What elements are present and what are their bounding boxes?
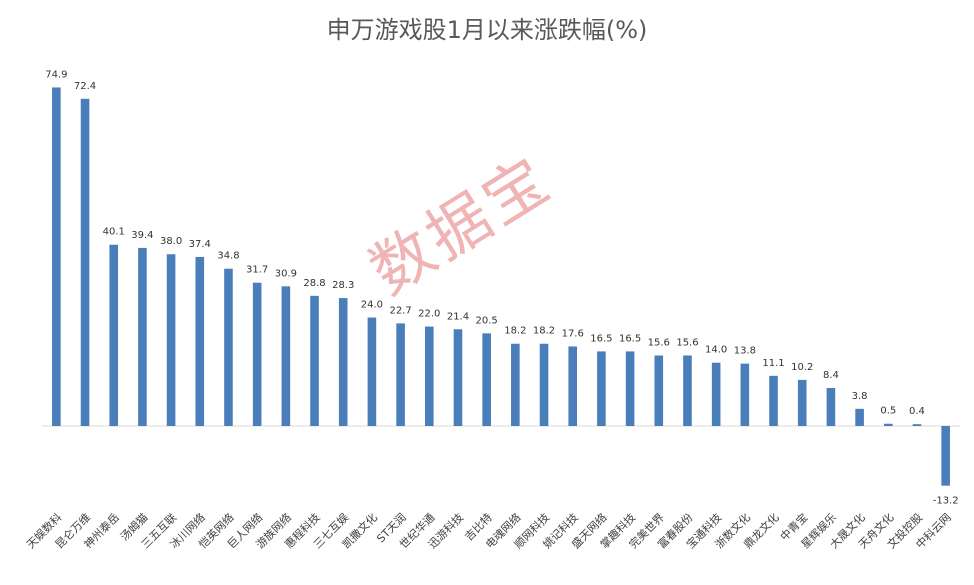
data-label: 37.4 xyxy=(189,239,211,250)
bar xyxy=(883,423,893,426)
bar xyxy=(109,244,119,426)
data-label: 14.0 xyxy=(705,345,727,356)
bar xyxy=(568,346,578,426)
data-label: 15.6 xyxy=(648,337,670,348)
bar xyxy=(539,343,549,426)
data-label: 16.5 xyxy=(590,333,612,344)
bar xyxy=(769,375,778,426)
data-label: 13.8 xyxy=(734,346,756,357)
bar xyxy=(338,298,348,426)
data-label: 17.6 xyxy=(562,328,584,339)
bar xyxy=(855,408,864,426)
data-label: -13.2 xyxy=(933,496,959,507)
bar xyxy=(310,295,319,426)
data-label: 28.3 xyxy=(332,280,354,291)
bar xyxy=(941,426,950,486)
data-label: 22.0 xyxy=(418,309,440,320)
data-label: 20.5 xyxy=(476,315,498,326)
data-label: 18.2 xyxy=(504,326,526,337)
bar xyxy=(453,329,463,426)
data-label: 0.4 xyxy=(909,406,925,417)
bar xyxy=(424,326,434,426)
bar xyxy=(654,355,664,426)
data-label: 11.1 xyxy=(762,358,784,369)
bar xyxy=(367,317,377,426)
data-label: 10.2 xyxy=(791,362,813,373)
bar xyxy=(826,388,836,426)
data-label: 74.9 xyxy=(45,69,67,80)
bar xyxy=(511,343,520,426)
data-label: 22.7 xyxy=(389,305,411,316)
bar xyxy=(281,286,291,426)
data-label: 24.0 xyxy=(361,300,383,311)
bar xyxy=(740,363,750,426)
data-label: 39.4 xyxy=(131,230,153,241)
data-label: 21.4 xyxy=(447,311,469,322)
data-label: 38.0 xyxy=(160,236,182,247)
data-label: 3.8 xyxy=(852,391,868,402)
bar xyxy=(396,323,405,426)
data-label: 34.8 xyxy=(217,251,239,262)
bar xyxy=(625,351,635,426)
data-label: 40.1 xyxy=(103,227,125,238)
bar xyxy=(482,333,491,426)
bar xyxy=(797,379,807,426)
data-label: 8.4 xyxy=(823,370,839,381)
data-label: 18.2 xyxy=(533,326,555,337)
data-label: 28.8 xyxy=(303,278,325,289)
data-label: 0.5 xyxy=(880,406,896,417)
bar xyxy=(912,424,922,426)
data-label: 16.5 xyxy=(619,333,641,344)
data-label: 31.7 xyxy=(246,265,268,276)
bar xyxy=(138,247,147,426)
bar xyxy=(166,254,176,426)
chart-title: 申万游戏股1月以来涨跌幅(%) xyxy=(326,16,648,44)
bar xyxy=(597,351,606,426)
bar xyxy=(195,256,205,426)
data-label: 15.6 xyxy=(676,337,698,348)
bar xyxy=(711,362,721,426)
bar xyxy=(683,355,692,426)
bar xyxy=(224,268,233,426)
data-label: 30.9 xyxy=(275,268,297,279)
data-label: 72.4 xyxy=(74,81,96,92)
bar xyxy=(80,98,90,426)
bar xyxy=(52,87,61,427)
bar xyxy=(252,282,262,426)
